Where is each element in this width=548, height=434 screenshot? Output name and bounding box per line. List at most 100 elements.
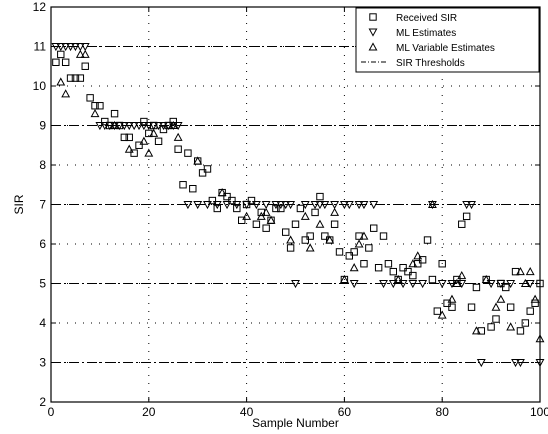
ml-estimate-point	[251, 201, 261, 210]
ml-variable-estimate-point	[393, 274, 403, 284]
received-sir-point	[247, 196, 256, 205]
ml-variable-estimate-point	[56, 77, 66, 86]
ml-estimate-point	[515, 359, 525, 368]
ml-variable-estimate-point	[530, 294, 540, 303]
ml-estimate-point	[119, 122, 129, 131]
received-sir-point	[96, 102, 104, 110]
y-tick-label: 8	[39, 158, 46, 172]
ml-estimate-point	[418, 280, 428, 289]
received-sir-point	[61, 58, 70, 66]
received-sir-point	[521, 319, 530, 327]
threshold-lines	[51, 46, 540, 363]
received-sir-point	[487, 323, 495, 331]
ml-estimate-point	[462, 201, 472, 210]
ml-variable-estimate-point	[359, 231, 369, 240]
received-sir-point	[130, 149, 138, 157]
ml-variable-estimate-point	[349, 263, 359, 272]
ml-estimate-point	[349, 280, 359, 289]
received-sir-point	[433, 307, 442, 315]
y-tick-labels: 2 3 4 5 6 7 8 9 10 11 12	[33, 0, 540, 409]
received-sir-point	[174, 145, 182, 153]
ml-variable-estimate-point	[354, 239, 364, 248]
ml-variable-estimate-point	[315, 219, 325, 228]
received-sir-point	[252, 220, 261, 228]
received-sir-point	[467, 303, 476, 311]
ml-estimate-point	[71, 43, 80, 52]
legend-swatch-ml-estimate-point	[368, 28, 378, 37]
received-sir-point	[311, 208, 319, 217]
x-tick-labels: 0 20 40 60 80 100	[48, 7, 548, 419]
received-sir-point	[399, 264, 407, 272]
received-sir-point	[189, 185, 197, 193]
legend-box	[355, 7, 540, 73]
received-sir-point	[76, 74, 85, 82]
ml-estimate-point	[75, 43, 85, 52]
ml-estimate-point	[193, 201, 203, 210]
legend-entry-label: ML Variable Estimates	[396, 43, 495, 54]
received-sir-point	[120, 133, 129, 142]
received-sir-point	[531, 299, 539, 307]
received-sir-point	[443, 299, 451, 307]
legend-entry-label: ML Estimates	[396, 28, 456, 39]
x-tick-label: 0	[48, 405, 55, 419]
received-sir-point	[389, 267, 398, 276]
ml-estimate-point	[66, 43, 76, 52]
received-sir-point	[135, 141, 143, 149]
ml-estimate-point	[467, 201, 476, 210]
ml-variable-estimate-point	[325, 235, 335, 244]
ml-estimate-point	[344, 201, 354, 210]
legend-entry-label: SIR Thresholds	[396, 58, 465, 69]
received-sir-point	[335, 248, 344, 256]
ml-variable-estimate-point	[124, 144, 134, 153]
ml-estimate-point	[115, 122, 124, 131]
ml-estimate-point	[315, 201, 325, 210]
ml-variable-estimate-point	[491, 302, 501, 311]
data-markers	[51, 43, 545, 368]
ml-variable-estimate-point	[144, 148, 154, 157]
ml-estimate-point	[149, 122, 159, 131]
received-sir-point	[101, 117, 109, 126]
received-sir-point	[125, 133, 133, 142]
legend-entry-label: Received SIR	[396, 13, 457, 24]
received-sir-point	[453, 275, 461, 284]
received-sir-point	[492, 315, 500, 323]
received-sir-point	[404, 267, 412, 276]
ml-variable-estimate-point	[520, 278, 530, 287]
received-sir-point	[462, 212, 471, 221]
received-sir-point	[91, 102, 99, 110]
ml-estimate-point	[286, 201, 296, 210]
received-sir-point	[52, 58, 60, 66]
received-sir-point	[282, 228, 290, 236]
ml-estimate-point	[124, 122, 134, 131]
received-sir-point	[262, 224, 270, 232]
ml-variable-estimate-point	[242, 211, 252, 220]
legend-swatch-received-sir-point	[369, 13, 377, 21]
y-tick-label: 7	[39, 198, 46, 212]
ml-variable-estimate-point	[496, 294, 506, 303]
x-tick-label: 60	[338, 405, 352, 419]
ml-estimate-point	[271, 201, 281, 210]
received-sir-point	[208, 196, 217, 205]
ml-variable-estimate-point	[330, 207, 340, 216]
ml-estimate-point	[320, 201, 330, 210]
ml-estimate-point	[437, 280, 447, 289]
received-sir-point	[71, 74, 80, 82]
y-tick-label: 9	[39, 119, 46, 133]
received-sir-point	[198, 169, 207, 177]
received-sir-point	[159, 125, 168, 134]
received-sir-point	[526, 307, 534, 315]
legend: Received SIR ML Estimates ML Variable Esti…	[355, 7, 540, 73]
ml-estimate-point	[203, 201, 212, 210]
ml-estimate-point	[173, 122, 183, 131]
y-tick-label: 2	[39, 395, 46, 409]
y-tick-label: 4	[39, 316, 46, 330]
received-sir-point	[350, 248, 358, 256]
received-sir-point	[418, 256, 427, 264]
ml-variable-estimate-point	[471, 326, 481, 335]
received-sir-point	[330, 220, 339, 228]
ml-estimate-point	[242, 201, 252, 210]
received-sir-point	[272, 204, 280, 213]
ml-estimate-point	[134, 122, 144, 131]
received-sir-point	[228, 196, 236, 205]
